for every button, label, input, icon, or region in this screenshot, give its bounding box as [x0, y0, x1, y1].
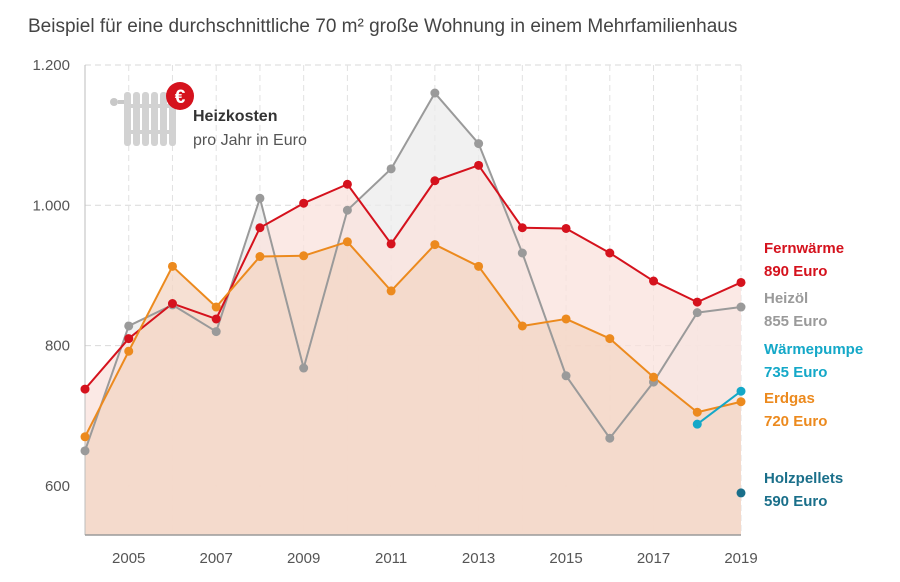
x-tick-label-2007: 2007	[200, 550, 233, 567]
point-fernwaerme-2011	[387, 239, 396, 248]
point-erdgas-2019	[737, 397, 746, 406]
y-tick-label-600: 600	[45, 478, 70, 495]
radiator-euro-icon: €	[110, 82, 194, 146]
point-fernwaerme-2018	[693, 298, 702, 307]
point-fernwaerme-2005	[124, 334, 133, 343]
point-fernwaerme-2013	[474, 161, 483, 170]
point-erdgas-2009	[299, 251, 308, 260]
series-end-labels: Heizöl 855 Euro Fernwärme 890 Euro Erdgas 720…	[764, 240, 863, 510]
y-tick-label-1200: 1.200	[32, 57, 70, 74]
point-fernwaerme-2004	[81, 385, 90, 394]
point-fernwaerme-2009	[299, 199, 308, 208]
point-erdgas-2014	[518, 321, 527, 330]
point-holzpellets-2019	[737, 488, 746, 497]
end-label-value-holzpellets: 590 Euro	[764, 493, 827, 510]
annotation-subtitle: pro Jahr in Euro	[193, 132, 307, 149]
x-tick-label-2009: 2009	[287, 550, 320, 567]
point-erdgas-2012	[430, 240, 439, 249]
point-heizoel-2012	[430, 89, 439, 98]
annotation-title: Heizkosten	[193, 108, 277, 125]
point-heizoel-2015	[562, 371, 571, 380]
point-erdgas-2007	[212, 303, 221, 312]
x-tick-label-2015: 2015	[549, 550, 582, 567]
x-tick-label-2017: 2017	[637, 550, 670, 567]
point-fernwaerme-2007	[212, 314, 221, 323]
point-erdgas-2004	[81, 432, 90, 441]
line-chart: 600 800 1.000 1.200 2005 2007 2009 2011 2013 2015…	[0, 0, 900, 582]
point-waermepumpe-2019	[737, 387, 746, 396]
point-heizoel-2013	[474, 139, 483, 148]
point-heizoel-2007	[212, 327, 221, 336]
heizkosten-annotation: € Heizkosten pro Jahr in Euro	[110, 82, 307, 149]
x-tick-label-2011: 2011	[375, 550, 407, 567]
point-fernwaerme-2006	[168, 299, 177, 308]
point-erdgas-2011	[387, 286, 396, 295]
point-heizoel-2018	[693, 308, 702, 317]
point-erdgas-2016	[605, 334, 614, 343]
point-erdgas-2005	[124, 347, 133, 356]
point-erdgas-2008	[255, 252, 264, 261]
point-waermepumpe-2018	[693, 420, 702, 429]
point-heizoel-2016	[605, 434, 614, 443]
svg-text:€: €	[175, 87, 186, 108]
x-tick-label-2019: 2019	[724, 550, 757, 567]
series-areas	[85, 93, 741, 535]
point-fernwaerme-2017	[649, 277, 658, 286]
point-fernwaerme-2010	[343, 180, 352, 189]
point-heizoel-2011	[387, 164, 396, 173]
point-erdgas-2015	[562, 314, 571, 323]
end-label-name-heizoel: Heizöl	[764, 290, 808, 307]
x-tick-label-2013: 2013	[462, 550, 495, 567]
point-erdgas-2010	[343, 237, 352, 246]
end-label-value-waermepumpe: 735 Euro	[764, 364, 827, 381]
y-tick-label-800: 800	[45, 338, 70, 355]
point-heizoel-2009	[299, 364, 308, 373]
point-heizoel-2014	[518, 249, 527, 258]
end-label-name-erdgas: Erdgas	[764, 390, 815, 407]
end-label-name-holzpellets: Holzpellets	[764, 470, 843, 487]
point-erdgas-2017	[649, 373, 658, 382]
point-heizoel-2008	[255, 194, 264, 203]
point-fernwaerme-2015	[562, 224, 571, 233]
end-label-value-erdgas: 720 Euro	[764, 413, 827, 430]
point-fernwaerme-2019	[737, 278, 746, 287]
x-tick-label-2005: 2005	[112, 550, 145, 567]
point-fernwaerme-2014	[518, 223, 527, 232]
end-label-name-fernwaerme: Fernwärme	[764, 240, 844, 257]
end-label-value-fernwaerme: 890 Euro	[764, 263, 827, 280]
y-tick-label-1000: 1.000	[32, 197, 70, 214]
point-heizoel-2019	[737, 303, 746, 312]
point-erdgas-2013	[474, 262, 483, 271]
point-heizoel-2005	[124, 321, 133, 330]
point-heizoel-2010	[343, 206, 352, 215]
point-fernwaerme-2008	[255, 223, 264, 232]
point-heizoel-2004	[81, 446, 90, 455]
point-erdgas-2006	[168, 262, 177, 271]
point-fernwaerme-2012	[430, 176, 439, 185]
end-label-name-waermepumpe: Wärmepumpe	[764, 341, 863, 358]
point-erdgas-2018	[693, 408, 702, 417]
end-label-value-heizoel: 855 Euro	[764, 313, 827, 330]
point-fernwaerme-2016	[605, 249, 614, 258]
